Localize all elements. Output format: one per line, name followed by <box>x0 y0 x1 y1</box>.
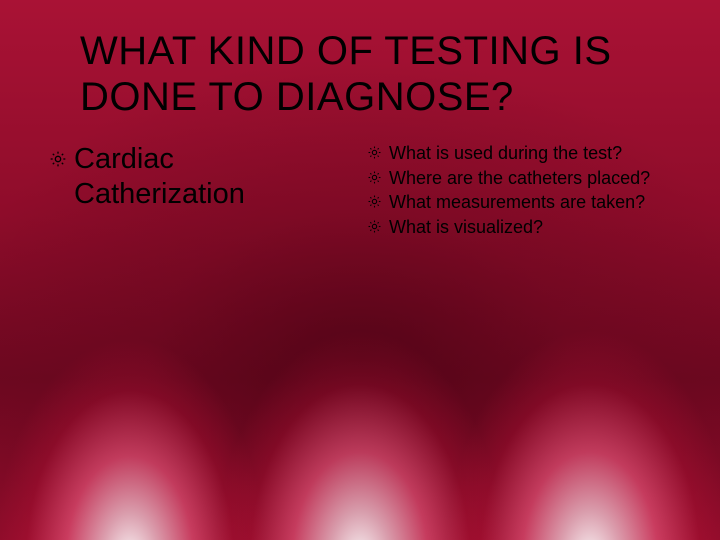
list-item-label: What measurements are taken? <box>389 191 645 214</box>
sun-icon <box>368 171 381 184</box>
list-item: What is visualized? <box>368 216 670 239</box>
list-item-label: What is used during the test? <box>389 142 622 165</box>
list-item-label: What is visualized? <box>389 216 543 239</box>
list-item: What is used during the test? <box>368 142 670 165</box>
left-column: Cardiac Catherization <box>50 142 350 240</box>
sun-icon <box>368 195 381 208</box>
list-item-label: Cardiac Catherization <box>74 142 350 213</box>
content-columns: Cardiac Catherization What is used durin… <box>50 142 670 240</box>
list-item: Cardiac Catherization <box>50 142 350 213</box>
right-column: What is used during the test? Where are … <box>368 142 670 240</box>
sun-icon <box>368 146 381 159</box>
list-item: Where are the catheters placed? <box>368 167 670 190</box>
list-item: What measurements are taken? <box>368 191 670 214</box>
slide: WHAT KIND OF TESTING IS DONE TO DIAGNOSE… <box>0 0 720 540</box>
slide-title: WHAT KIND OF TESTING IS DONE TO DIAGNOSE… <box>80 28 670 120</box>
list-item-label: Where are the catheters placed? <box>389 167 650 190</box>
sun-icon <box>50 151 66 167</box>
sun-icon <box>368 220 381 233</box>
